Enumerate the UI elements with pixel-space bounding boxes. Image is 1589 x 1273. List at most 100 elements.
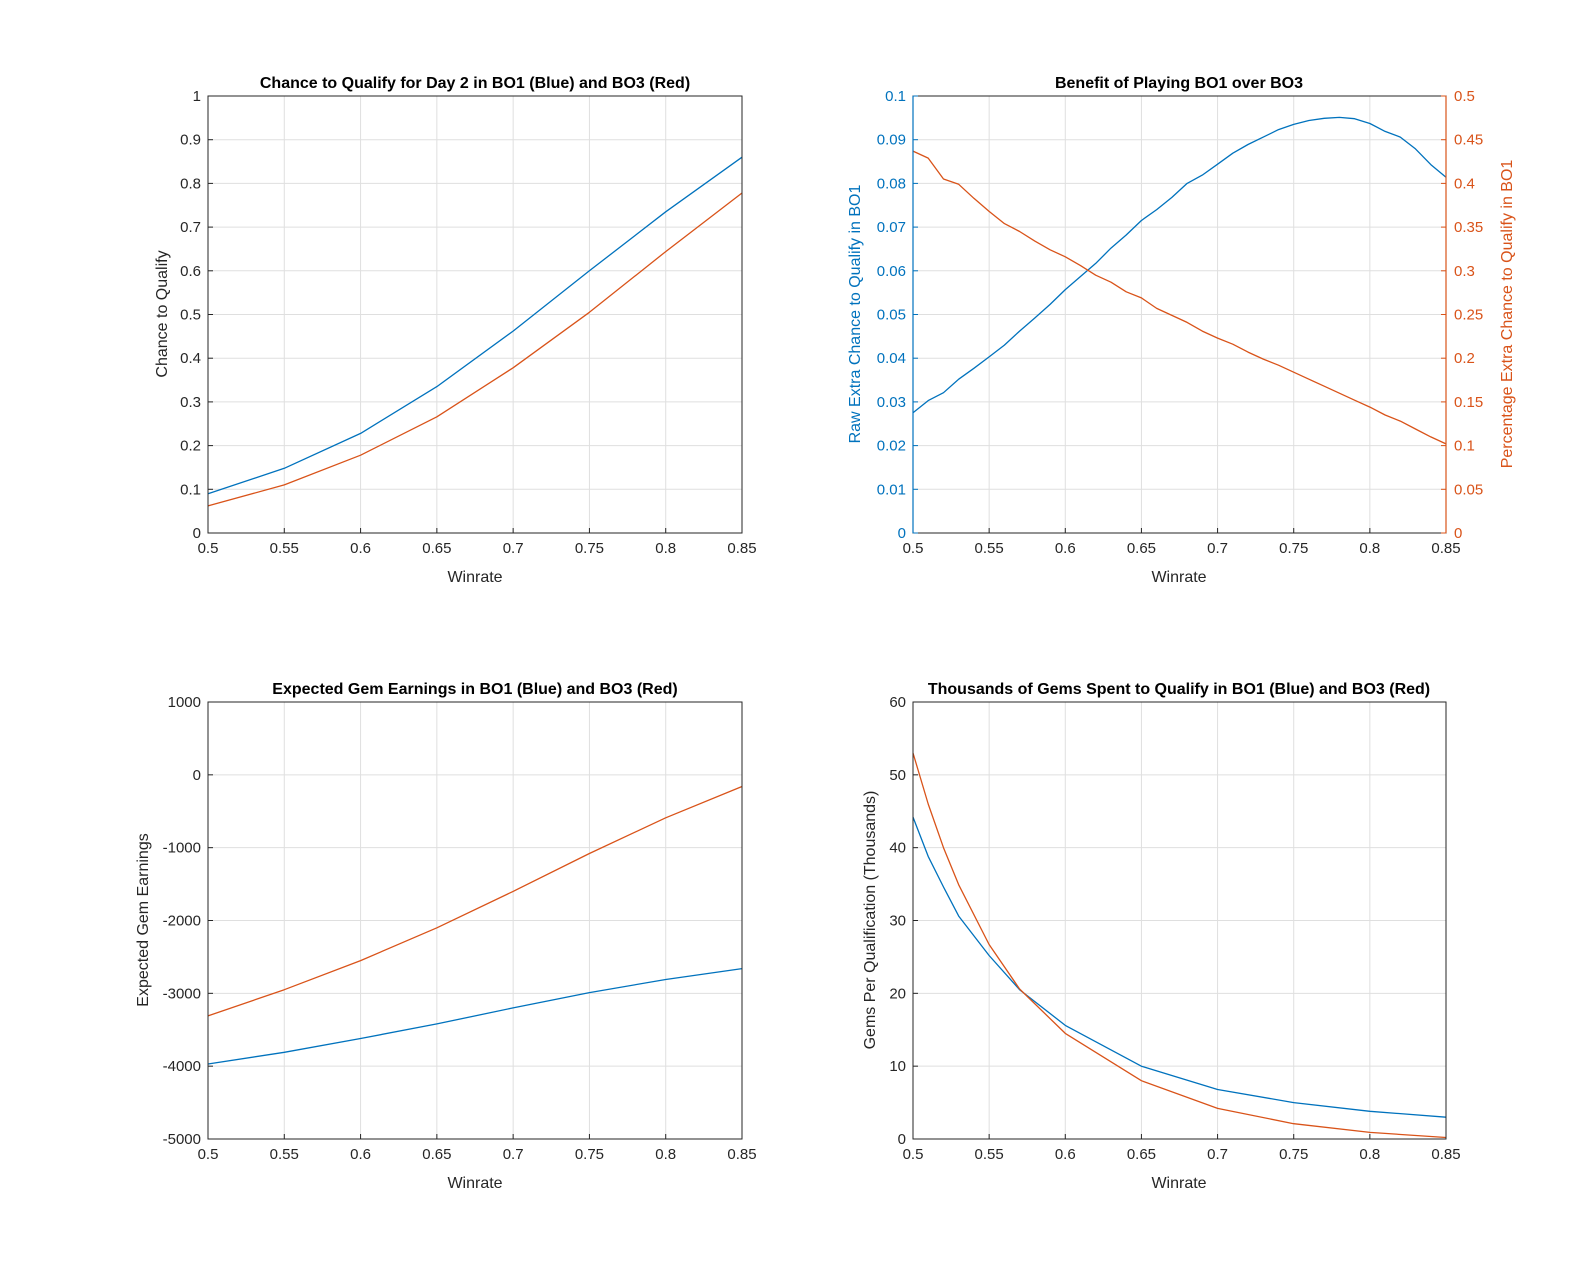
x-tick-label: 0.8 bbox=[1359, 540, 1380, 557]
x-ticks: 0.5 0.55 0.6 0.65 0.7 0.75 0.8 0.85 bbox=[198, 1134, 757, 1163]
y-tick-label: 0.1 bbox=[180, 481, 201, 498]
y-right-tick-label: 0.05 bbox=[1454, 481, 1483, 498]
y-tick-label: 1 bbox=[193, 88, 201, 105]
x-tick-label: 0.75 bbox=[1279, 1146, 1308, 1163]
x-tick-label: 0.65 bbox=[422, 540, 451, 557]
y-tick-label: 0 bbox=[193, 767, 201, 784]
y-right-tick-label: 0.5 bbox=[1454, 88, 1475, 105]
y-right-tick-label: 0.1 bbox=[1454, 438, 1475, 455]
y-tick-label: 0.6 bbox=[180, 263, 201, 280]
y-axis-label: Chance to Qualify bbox=[154, 250, 171, 377]
x-axis-label: Winrate bbox=[1151, 569, 1206, 586]
panel-gems-spent-to-qualify: 0.5 0.55 0.6 0.65 0.7 0.75 0.8 0.85 0 10 20 30 40 50… bbox=[862, 681, 1461, 1192]
chart-title: Thousands of Gems Spent to Qualify in BO… bbox=[928, 681, 1430, 698]
y-tick-label: 0.8 bbox=[180, 175, 201, 192]
x-axis-label: Winrate bbox=[1151, 1175, 1206, 1192]
x-tick-label: 0.6 bbox=[1055, 1146, 1076, 1163]
series-line-percentage-extra-chance bbox=[912, 150, 1447, 445]
panel-chance-to-qualify: 0.5 0.55 0.6 0.65 0.7 0.75 0.8 0.85 0 0.1 0.2 0.3 0… bbox=[154, 75, 757, 586]
x-tick-label: 0.55 bbox=[270, 540, 299, 557]
x-tick-label: 0.85 bbox=[1431, 1146, 1460, 1163]
x-axis-label: Winrate bbox=[447, 1175, 502, 1192]
x-tick-label: 0.5 bbox=[198, 540, 219, 557]
x-ticks: 0.5 0.55 0.6 0.65 0.7 0.75 0.8 0.85 bbox=[198, 528, 757, 557]
plot-lines bbox=[912, 116, 1447, 445]
x-tick-label: 0.7 bbox=[1207, 540, 1228, 557]
x-ticks: 0.5 0.55 0.6 0.65 0.7 0.75 0.8 0.85 bbox=[903, 1134, 1461, 1163]
y-tick-label: 0.07 bbox=[877, 219, 906, 236]
x-tick-label: 0.8 bbox=[655, 540, 676, 557]
panel-expected-gem-earnings: 0.5 0.55 0.6 0.65 0.7 0.75 0.8 0.85 -5000-4000-… bbox=[135, 681, 757, 1192]
x-axis-label: Winrate bbox=[447, 569, 502, 586]
y-tick-label: 20 bbox=[889, 985, 906, 1002]
y-tick-label: 0.03 bbox=[877, 394, 906, 411]
y-tick-label: 40 bbox=[889, 840, 906, 857]
x-ticks: 0.5 0.55 0.6 0.65 0.7 0.75 0.8 0.85 bbox=[903, 528, 1461, 557]
x-tick-label: 0.65 bbox=[422, 1146, 451, 1163]
y-tick-label: -4000 bbox=[163, 1058, 201, 1075]
y-right-tick-label: 0.4 bbox=[1454, 175, 1475, 192]
series-line-bo3 bbox=[207, 785, 743, 1017]
y-tick-label: 0.09 bbox=[877, 132, 906, 149]
y-right-tick-label: 0.45 bbox=[1454, 132, 1483, 149]
y-tick-label: 0 bbox=[898, 525, 906, 542]
y-tick-label: 0.3 bbox=[180, 394, 201, 411]
plot-lines bbox=[207, 156, 743, 507]
series-line-bo1 bbox=[207, 967, 743, 1065]
x-tick-label: 0.5 bbox=[903, 540, 924, 557]
x-tick-label: 0.55 bbox=[270, 1146, 299, 1163]
series-line-bo1 bbox=[207, 156, 743, 495]
y-tick-label: -2000 bbox=[163, 913, 201, 930]
y-tick-label: -3000 bbox=[163, 985, 201, 1002]
x-tick-label: 0.75 bbox=[575, 1146, 604, 1163]
x-tick-label: 0.5 bbox=[198, 1146, 219, 1163]
plot-lines bbox=[912, 752, 1447, 1139]
plot-lines bbox=[207, 785, 743, 1065]
y-tick-label: -5000 bbox=[163, 1131, 201, 1148]
y-tick-label: 0.5 bbox=[180, 307, 201, 324]
y-axis-label: Gems Per Qualification (Thousands) bbox=[862, 791, 879, 1050]
y-tick-label: 1000 bbox=[168, 694, 201, 711]
y-ticks: 0 10 20 30 40 50 60 bbox=[889, 694, 918, 1148]
y-tick-label: 0.06 bbox=[877, 263, 906, 280]
x-tick-label: 0.8 bbox=[655, 1146, 676, 1163]
y-right-tick-label: 0 bbox=[1454, 525, 1462, 542]
y-ticks-right: 0 0.05 0.1 0.15 0.2 0.25 0.3 0.35 0.4 0.45 0.5 bbox=[1441, 88, 1483, 542]
y-right-tick-label: 0.3 bbox=[1454, 263, 1475, 280]
chart-title: Chance to Qualify for Day 2 in BO1 (Blue… bbox=[260, 75, 690, 92]
x-tick-label: 0.6 bbox=[1055, 540, 1076, 557]
series-line-bo3 bbox=[207, 192, 743, 507]
y-tick-label: 0.01 bbox=[877, 481, 906, 498]
y-tick-label: 10 bbox=[889, 1058, 906, 1075]
y-tick-label: 60 bbox=[889, 694, 906, 711]
x-tick-label: 0.85 bbox=[1431, 540, 1460, 557]
x-tick-label: 0.85 bbox=[727, 540, 756, 557]
x-tick-label: 0.8 bbox=[1359, 1146, 1380, 1163]
series-line-raw-extra-chance bbox=[912, 116, 1447, 414]
y-tick-label: 0.08 bbox=[877, 175, 906, 192]
panel-benefit-bo1-over-bo3: 0.5 0.55 0.6 0.65 0.7 0.75 0.8 0.85 0 0.01 0.02 0.… bbox=[847, 75, 1516, 586]
y-tick-label: 0 bbox=[898, 1131, 906, 1148]
x-tick-label: 0.7 bbox=[503, 1146, 524, 1163]
y-right-tick-label: 0.2 bbox=[1454, 350, 1475, 367]
y-tick-label: 0.1 bbox=[885, 88, 906, 105]
y-tick-label: 0.4 bbox=[180, 350, 201, 367]
x-tick-label: 0.65 bbox=[1127, 1146, 1156, 1163]
y-tick-label: 0.04 bbox=[877, 350, 906, 367]
y-right-tick-label: 0.25 bbox=[1454, 307, 1483, 324]
x-tick-label: 0.75 bbox=[575, 540, 604, 557]
y-tick-label: 30 bbox=[889, 913, 906, 930]
series-line-bo1 bbox=[912, 816, 1447, 1118]
y-tick-label: 0 bbox=[193, 525, 201, 542]
x-tick-label: 0.7 bbox=[1207, 1146, 1228, 1163]
y-axis-label-right: Percentage Extra Chance to Qualify in BO… bbox=[1499, 160, 1516, 469]
y-right-tick-label: 0.35 bbox=[1454, 219, 1483, 236]
x-tick-label: 0.5 bbox=[903, 1146, 924, 1163]
x-tick-label: 0.65 bbox=[1127, 540, 1156, 557]
y-ticks-left: 0 0.01 0.02 0.03 0.04 0.05 0.06 0.07 0.08 0.09 0.1 bbox=[877, 88, 918, 542]
y-tick-label: 0.7 bbox=[180, 219, 201, 236]
y-tick-label: 0.2 bbox=[180, 438, 201, 455]
chart-title: Expected Gem Earnings in BO1 (Blue) and … bbox=[272, 681, 677, 698]
